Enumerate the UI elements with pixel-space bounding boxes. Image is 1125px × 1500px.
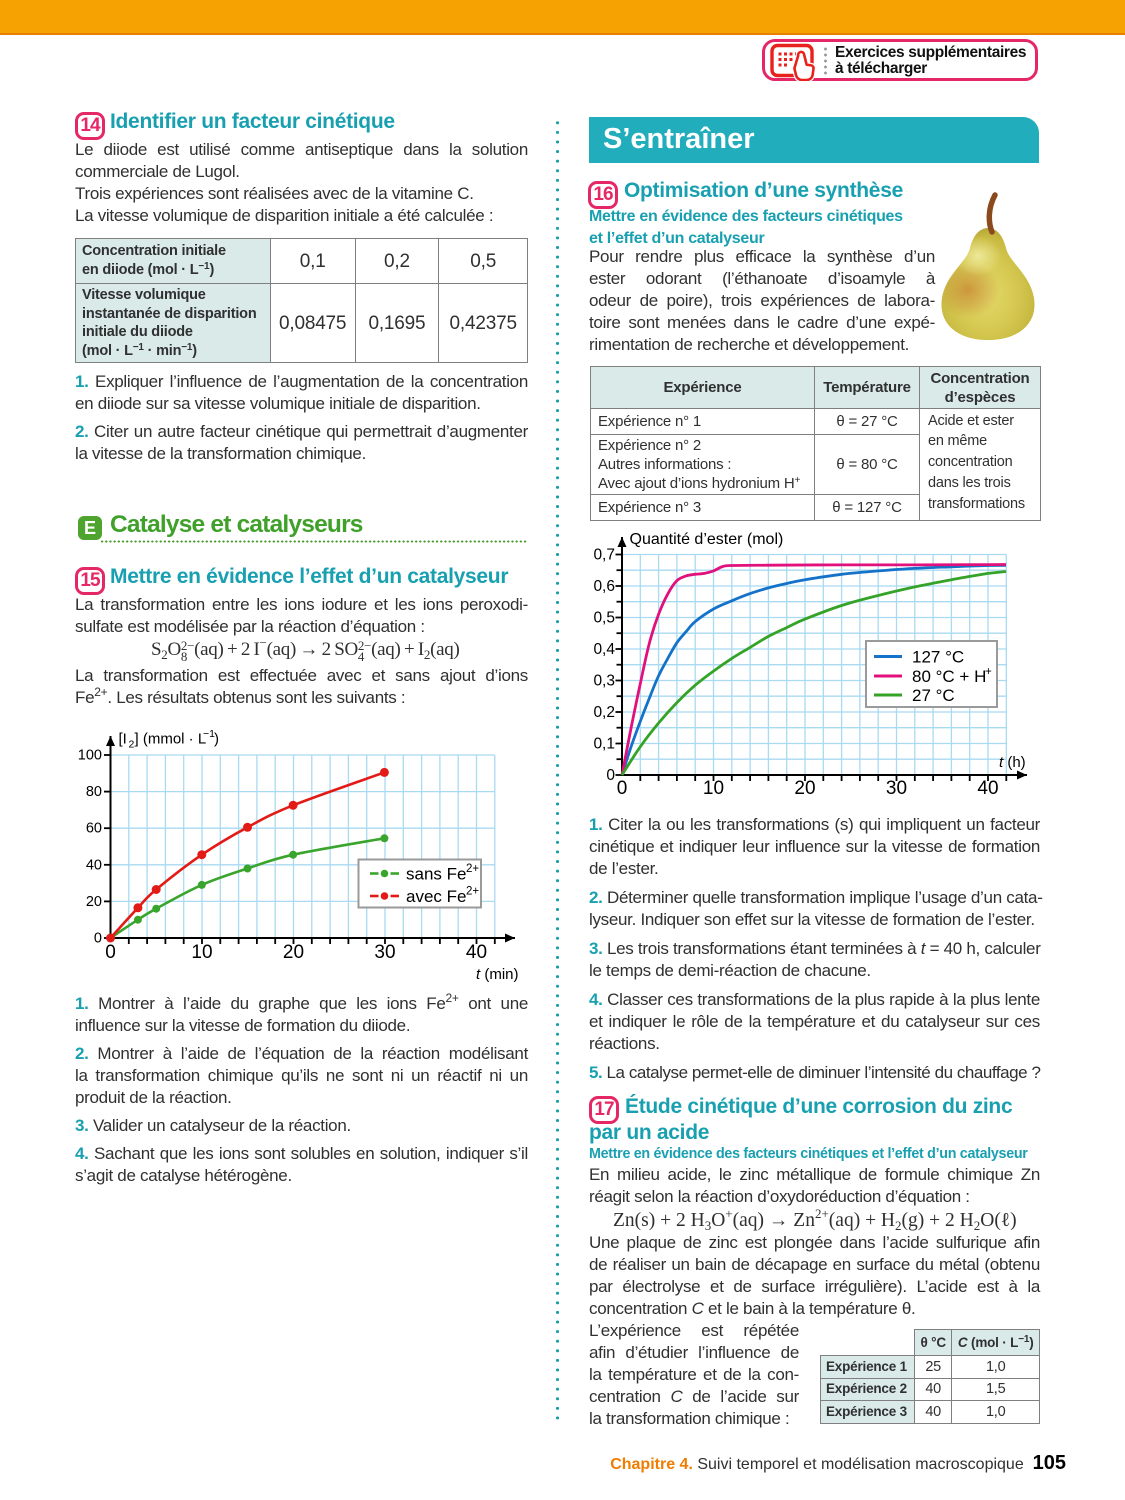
svg-text:−1: −1 [203,728,215,740]
svg-text:40: 40 [466,942,487,963]
svg-text:10: 10 [191,942,212,963]
svg-text:2+: 2+ [466,886,479,898]
svg-text:0,6: 0,6 [593,578,615,595]
svg-text:30: 30 [886,778,907,799]
svg-text:0,7: 0,7 [593,547,615,564]
svg-text:t (min): t (min) [476,966,519,983]
svg-text:2: 2 [129,739,135,751]
svg-text:30: 30 [374,942,395,963]
svg-text:0: 0 [105,942,116,963]
svg-text:0,3: 0,3 [593,673,615,690]
svg-text:[I: [I [119,731,127,748]
svg-text:20: 20 [86,894,102,910]
svg-text:t (h): t (h) [999,754,1026,771]
svg-text:0: 0 [617,778,628,799]
svg-text:0,5: 0,5 [593,610,615,627]
svg-text:127 °C: 127 °C [912,648,964,667]
svg-text:+: + [985,666,992,678]
svg-text:2+: 2+ [466,863,479,875]
svg-text:): ) [214,731,219,748]
svg-text:0: 0 [94,931,102,947]
svg-text:0,1: 0,1 [593,736,615,753]
svg-text:60: 60 [86,821,102,837]
svg-text:80: 80 [86,784,102,800]
svg-text:10: 10 [703,778,724,799]
svg-text:0,2: 0,2 [593,704,615,721]
svg-text:27 °C: 27 °C [912,686,955,705]
svg-text:40: 40 [86,857,102,873]
svg-text:Quantité d’ester (mol): Quantité d’ester (mol) [630,531,784,548]
svg-text:40: 40 [977,778,998,799]
svg-text:0,4: 0,4 [593,641,615,658]
svg-text:80 °C + H: 80 °C + H [912,667,986,686]
svg-text:20: 20 [794,778,815,799]
svg-text:0: 0 [606,767,615,784]
svg-text:] (mmol · L: ] (mmol · L [135,731,207,748]
svg-text:100: 100 [78,748,102,764]
svg-text:20: 20 [283,942,304,963]
svg-text:avec Fe: avec Fe [406,887,466,906]
svg-text:sans Fe: sans Fe [406,865,466,884]
